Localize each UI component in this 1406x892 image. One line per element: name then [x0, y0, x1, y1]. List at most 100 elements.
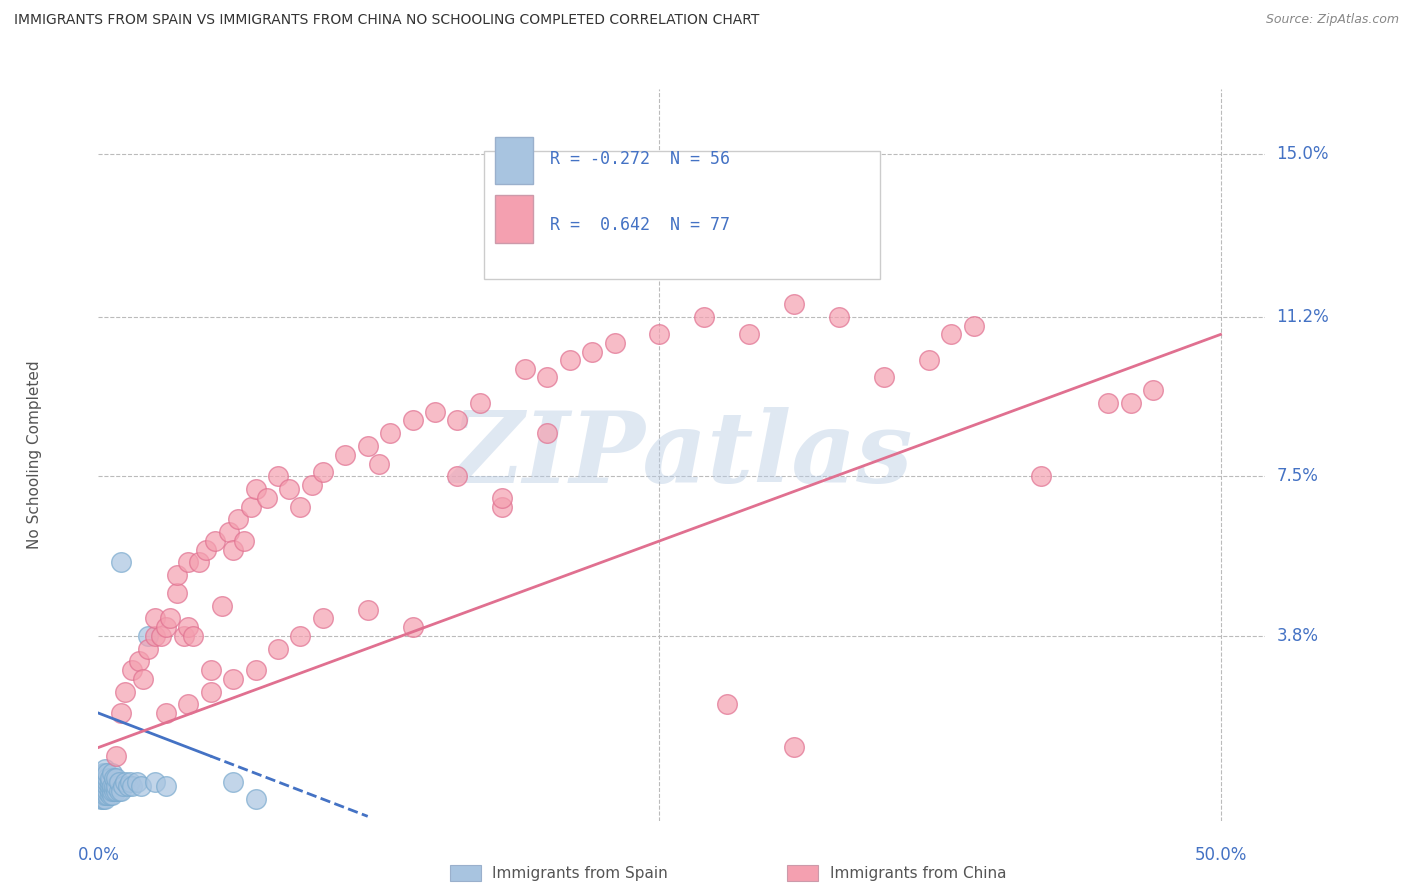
Point: [96, 783, 118, 797]
Point: [128, 655, 150, 669]
Point: [335, 448, 357, 462]
Point: [181, 629, 204, 643]
Point: [177, 698, 200, 712]
Point: [240, 500, 263, 514]
Text: ZIPatlas: ZIPatlas: [451, 407, 912, 503]
Point: [1029, 469, 1052, 483]
Point: [738, 327, 761, 342]
Point: [107, 775, 129, 789]
Point: [101, 783, 124, 797]
Point: [783, 297, 806, 311]
Point: [94, 779, 117, 793]
Point: [368, 457, 391, 471]
Point: [401, 620, 423, 634]
Point: [98, 771, 121, 785]
Point: [648, 327, 671, 342]
Text: IMMIGRANTS FROM SPAIN VS IMMIGRANTS FROM CHINA NO SCHOOLING COMPLETED CORRELATIO: IMMIGRANTS FROM SPAIN VS IMMIGRANTS FROM…: [14, 13, 759, 28]
Point: [173, 629, 195, 643]
Text: Immigrants from Spain: Immigrants from Spain: [492, 866, 668, 880]
Point: [159, 611, 181, 625]
Point: [581, 344, 603, 359]
Point: [101, 779, 124, 793]
Text: Source: ZipAtlas.com: Source: ZipAtlas.com: [1265, 13, 1399, 27]
Point: [446, 413, 468, 427]
Point: [91, 792, 114, 806]
Point: [105, 783, 128, 797]
Point: [558, 353, 581, 368]
Point: [155, 779, 177, 793]
Text: R =  0.642  N = 77: R = 0.642 N = 77: [550, 216, 730, 234]
Point: [301, 478, 323, 492]
Point: [446, 469, 468, 483]
Text: No Schooling Completed: No Schooling Completed: [27, 360, 42, 549]
Point: [105, 779, 128, 793]
Point: [107, 783, 129, 797]
Point: [222, 672, 245, 686]
FancyBboxPatch shape: [495, 136, 533, 185]
Point: [166, 568, 188, 582]
Point: [941, 327, 963, 342]
Point: [222, 542, 245, 557]
Point: [195, 542, 218, 557]
Point: [150, 629, 173, 643]
Point: [536, 370, 558, 384]
Point: [188, 556, 211, 570]
Point: [94, 762, 117, 776]
Point: [90, 783, 112, 797]
Point: [513, 362, 536, 376]
Point: [357, 439, 380, 453]
Point: [105, 749, 128, 764]
Point: [143, 629, 166, 643]
Point: [226, 512, 249, 526]
Point: [222, 775, 245, 789]
Text: 7.5%: 7.5%: [1277, 467, 1319, 485]
Point: [98, 779, 121, 793]
Point: [143, 611, 166, 625]
Text: R = -0.272  N = 56: R = -0.272 N = 56: [550, 150, 730, 168]
Point: [290, 500, 312, 514]
Point: [96, 788, 118, 802]
Point: [693, 310, 716, 325]
Point: [401, 413, 423, 427]
Point: [96, 766, 118, 780]
Point: [423, 405, 446, 419]
Point: [91, 771, 114, 785]
Point: [136, 629, 159, 643]
Point: [603, 336, 626, 351]
Point: [114, 775, 136, 789]
Point: [378, 426, 402, 441]
Point: [1142, 384, 1164, 398]
Point: [200, 663, 222, 677]
Point: [110, 783, 132, 797]
Point: [166, 585, 188, 599]
Point: [177, 620, 200, 634]
Point: [267, 469, 290, 483]
Point: [98, 788, 121, 802]
Point: [96, 775, 118, 789]
Text: 15.0%: 15.0%: [1277, 145, 1329, 162]
Point: [245, 663, 267, 677]
Point: [155, 706, 177, 720]
Point: [132, 672, 155, 686]
Point: [91, 779, 114, 793]
Point: [873, 370, 896, 384]
Point: [962, 318, 984, 333]
Point: [491, 491, 513, 505]
Point: [536, 426, 558, 441]
FancyBboxPatch shape: [484, 152, 880, 279]
Point: [267, 641, 290, 656]
Point: [91, 775, 114, 789]
Point: [118, 775, 141, 789]
Point: [155, 620, 177, 634]
Point: [125, 775, 148, 789]
Point: [94, 788, 117, 802]
Point: [112, 779, 135, 793]
Point: [103, 771, 125, 785]
Point: [110, 556, 132, 570]
Point: [312, 465, 335, 479]
Point: [129, 779, 152, 793]
Point: [783, 740, 806, 755]
Point: [96, 771, 118, 785]
Point: [91, 766, 114, 780]
Text: 11.2%: 11.2%: [1277, 309, 1329, 326]
